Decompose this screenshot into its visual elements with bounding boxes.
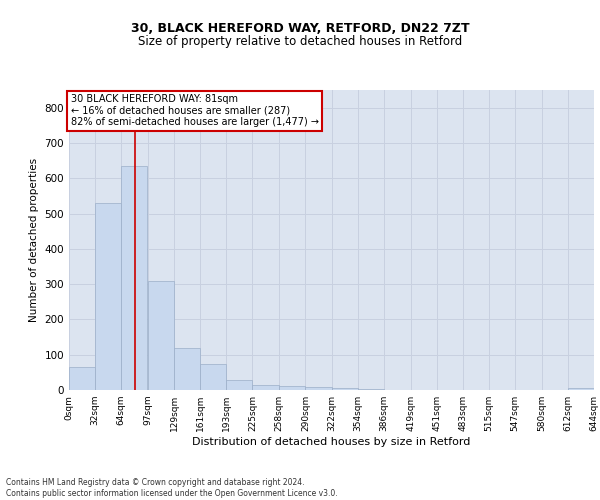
Bar (95, 203, 121, 390)
Bar (174, 348, 200, 390)
X-axis label: Distribution of detached houses by size in Retford: Distribution of detached houses by size … (193, 437, 470, 447)
Bar (226, 380, 253, 390)
Bar (305, 387, 331, 390)
Bar (200, 364, 226, 390)
Bar (148, 280, 174, 390)
Text: 30, BLACK HEREFORD WAY, RETFORD, DN22 7ZT: 30, BLACK HEREFORD WAY, RETFORD, DN22 7Z… (131, 22, 469, 36)
Y-axis label: Number of detached properties: Number of detached properties (29, 158, 39, 322)
Text: Contains HM Land Registry data © Crown copyright and database right 2024.
Contai: Contains HM Land Registry data © Crown c… (6, 478, 338, 498)
Bar (280, 386, 305, 390)
Bar (121, 166, 147, 390)
Text: 30 BLACK HEREFORD WAY: 81sqm
← 16% of detached houses are smaller (287)
82% of s: 30 BLACK HEREFORD WAY: 81sqm ← 16% of de… (71, 94, 319, 128)
Bar (331, 388, 358, 390)
Bar (568, 388, 594, 390)
Bar (253, 384, 278, 390)
Bar (69, 367, 95, 390)
Text: Size of property relative to detached houses in Retford: Size of property relative to detached ho… (138, 35, 462, 48)
Bar (358, 389, 383, 390)
